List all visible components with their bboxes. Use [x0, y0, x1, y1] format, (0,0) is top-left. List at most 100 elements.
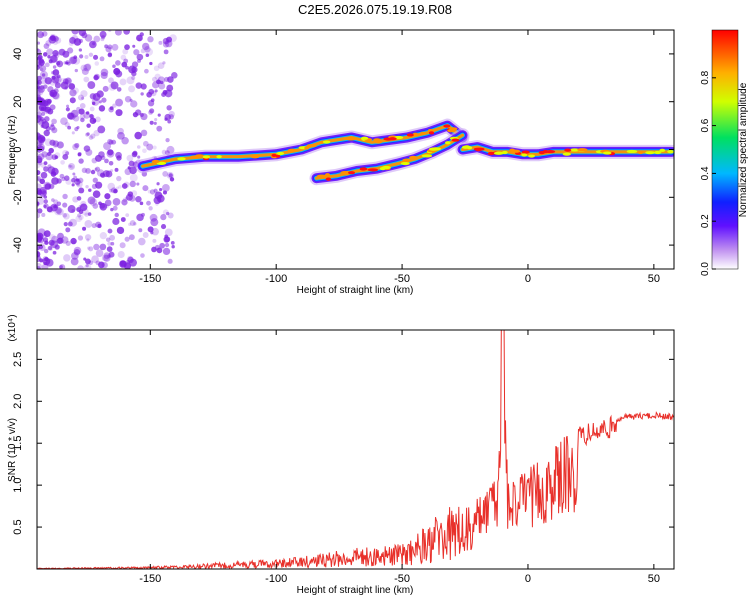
noise-speckle — [43, 204, 47, 208]
noise-speckle — [154, 117, 158, 122]
noise-speckle — [167, 212, 174, 219]
noise-speckle — [101, 254, 109, 262]
trace-peak — [345, 137, 357, 141]
trace-peak — [637, 150, 644, 155]
noise-speckle — [114, 167, 119, 172]
noise-speckle — [98, 261, 105, 269]
noise-speckle — [38, 59, 45, 66]
noise-speckle — [63, 61, 67, 65]
trace-peak — [659, 148, 666, 153]
noise-speckle — [81, 96, 85, 100]
noise-speckle — [137, 58, 141, 63]
noise-speckle — [52, 143, 58, 149]
noise-speckle — [112, 197, 121, 206]
noise-speckle — [67, 125, 72, 130]
noise-speckle — [143, 140, 149, 147]
noise-speckle — [64, 86, 68, 90]
noise-speckle — [66, 104, 70, 108]
noise-speckle — [136, 53, 144, 61]
noise-speckle — [61, 236, 69, 244]
noise-speckle — [77, 94, 84, 101]
noise-speckle — [108, 106, 114, 113]
noise-speckle — [94, 166, 101, 172]
noise-speckle — [70, 237, 77, 245]
noise-speckle — [156, 194, 165, 203]
noise-speckle — [60, 117, 68, 126]
trace-peak — [545, 149, 556, 154]
noise-speckle — [151, 76, 158, 82]
noise-speckle — [65, 107, 70, 112]
trace-peak — [325, 173, 331, 177]
trace-peak — [428, 131, 435, 135]
noise-speckle — [86, 132, 90, 136]
snr-ytick-label: 2.5 — [12, 352, 24, 367]
trace-peak — [325, 177, 332, 181]
spectrogram-ytick-label: 40 — [12, 48, 24, 60]
noise-speckle — [142, 42, 150, 51]
trace-peak — [275, 154, 281, 158]
noise-speckle — [40, 77, 48, 85]
spectrogram-ytick-label: -40 — [12, 237, 24, 253]
snr-xtick-label: -100 — [265, 573, 287, 585]
noise-speckle — [76, 106, 81, 112]
noise-speckle — [129, 98, 133, 102]
noise-speckle — [109, 234, 116, 241]
noise-speckle — [140, 83, 147, 90]
spectrogram-xtick-label: -50 — [394, 273, 410, 285]
noise-speckle — [37, 80, 42, 85]
noise-speckle — [121, 199, 128, 206]
noise-speckle — [77, 151, 82, 156]
noise-speckle — [110, 241, 115, 246]
noise-speckle — [74, 127, 79, 132]
noise-speckle — [93, 243, 100, 251]
noise-speckle — [120, 217, 126, 222]
noise-speckle — [90, 133, 96, 139]
noise-speckle — [86, 238, 90, 242]
noise-speckle — [164, 242, 170, 248]
trace-peak — [427, 128, 434, 133]
noise-speckle — [42, 257, 51, 266]
noise-speckle — [74, 68, 78, 73]
noise-speckle — [49, 35, 56, 41]
noise-speckle — [107, 138, 113, 145]
snr-xlabel: Height of straight line (km) — [297, 585, 414, 596]
noise-speckle — [164, 228, 173, 237]
noise-speckle — [154, 244, 161, 251]
snr-xtick-label: -150 — [139, 573, 161, 585]
noise-speckle — [42, 31, 48, 37]
trace-peak — [569, 148, 581, 152]
noise-speckle — [145, 53, 150, 57]
noise-speckle — [166, 105, 172, 111]
noise-speckle — [56, 178, 62, 184]
noise-speckle — [165, 211, 170, 216]
noise-speckle — [54, 82, 61, 89]
spectrogram-ylabel: Frequency (Hz) — [7, 116, 18, 185]
trace-peak — [156, 161, 167, 165]
noise-speckle — [134, 131, 142, 140]
noise-speckle — [67, 221, 73, 227]
noise-speckle — [91, 157, 98, 164]
trace-peak — [521, 153, 528, 157]
trace-peak — [421, 154, 433, 158]
noise-speckle — [162, 37, 170, 45]
trace-peak — [360, 136, 369, 140]
noise-speckle — [112, 205, 118, 211]
noise-speckle — [167, 76, 174, 83]
noise-speckle — [88, 135, 94, 140]
noise-speckle — [63, 222, 68, 227]
noise-speckle — [51, 177, 59, 185]
noise-speckle — [130, 100, 138, 108]
colorbar-tick-label: 0.0 — [700, 262, 711, 276]
noise-speckle — [37, 75, 42, 81]
noise-speckle — [88, 188, 92, 192]
noise-speckle — [82, 226, 87, 231]
noise-speckle — [50, 240, 59, 249]
noise-speckle — [140, 92, 144, 96]
noise-speckle — [119, 242, 126, 249]
noise-speckle — [98, 105, 106, 112]
noise-speckle — [85, 258, 91, 265]
noise-speckle — [78, 108, 85, 115]
noise-speckle — [116, 226, 125, 235]
noise-speckle — [108, 77, 114, 84]
noise-speckle — [76, 182, 80, 187]
